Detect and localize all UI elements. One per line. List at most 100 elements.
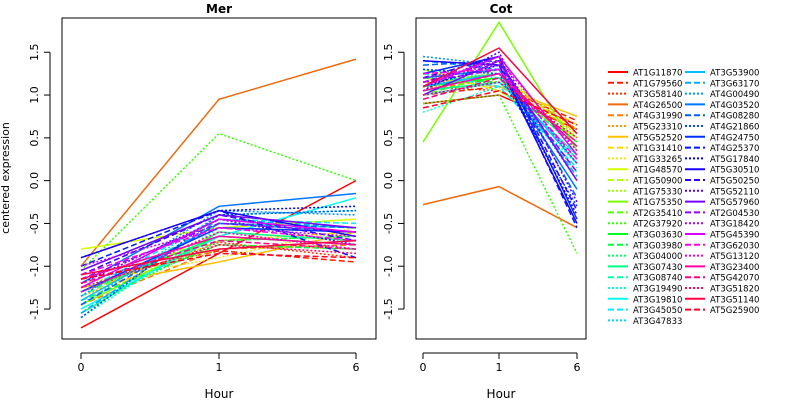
chart-title-cot: Cot [490, 2, 513, 16]
y-tick-label-cot: -0.5 [382, 213, 395, 234]
series-line-AT4G26500 [80, 58, 357, 267]
series-line-AT3G51140 [80, 239, 357, 276]
x-tick-label-cot: 6 [574, 361, 581, 374]
legend-label-AT5G52520: AT5G52520 [633, 133, 682, 143]
legend-label-AT3G19810: AT3G19810 [633, 295, 682, 305]
series-line-AT4G03520 [80, 192, 357, 285]
legend: AT1G11870AT1G79560AT3G58140AT4G26500AT4G… [608, 69, 759, 327]
legend-label-AT5G25900: AT5G25900 [710, 306, 759, 316]
y-tick-label-mer: -1.5 [28, 298, 41, 319]
legend-label-AT1G75330: AT1G75330 [633, 187, 682, 197]
series-line-AT5G42070 [80, 239, 357, 285]
legend-label-AT1G11870: AT1G11870 [633, 69, 682, 79]
legend-label-AT4G31990: AT4G31990 [633, 112, 682, 122]
panel-cot: Cot Hour -1.5 -1.0 -0.5 0.0 0.5 1.0 1.5 0 1 6 [382, 2, 587, 400]
legend-label-AT1G75350: AT1G75350 [633, 198, 682, 208]
legend-label-AT3G08740: AT3G08740 [633, 274, 682, 284]
x-tick-label-mer: 1 [216, 361, 223, 374]
series-line-AT3G07430 [80, 231, 357, 314]
legend-label-AT4G00490: AT4G00490 [710, 90, 759, 100]
legend-label-AT5G17840: AT5G17840 [710, 155, 759, 165]
legend-label-AT4G21860: AT4G21860 [710, 123, 759, 133]
series-group-cot [422, 20, 578, 254]
legend-label-AT3G19490: AT3G19490 [633, 285, 682, 295]
legend-label-AT1G48570: AT1G48570 [633, 166, 682, 176]
legend-label-AT5G52110: AT5G52110 [710, 187, 759, 197]
panel-mer: Mer Hour centered expression -1.5 -1.0 -0.… [0, 2, 377, 400]
series-line-AT5G57960 [80, 214, 357, 272]
legend-label-AT4G08280: AT4G08280 [710, 112, 759, 122]
legend-label-AT3G51140: AT3G51140 [710, 295, 759, 305]
legend-label-AT2G04530: AT2G04530 [710, 209, 759, 219]
x-axis-label-cot: Hour [487, 387, 516, 400]
series-line-AT5G25900 [422, 90, 578, 126]
legend-label-AT1G79560: AT1G79560 [633, 79, 682, 89]
legend-label-AT1G31410: AT1G31410 [633, 144, 682, 154]
y-axis-label: centered expression [0, 122, 12, 234]
legend-label-AT3G03630: AT3G03630 [633, 231, 682, 241]
series-line-AT4G26500 [422, 185, 578, 229]
y-tick-label-cot: 1.0 [382, 86, 395, 104]
x-tick-label-mer: 0 [78, 361, 85, 374]
legend-label-AT1G50900: AT1G50900 [633, 177, 682, 187]
legend-label-AT1G33265: AT1G33265 [633, 155, 682, 165]
y-tick-label-cot: 0.5 [382, 129, 395, 147]
legend-label-AT5G30510: AT5G30510 [710, 166, 759, 176]
x-tick-label-cot: 1 [496, 361, 503, 374]
legend-label-AT4G26500: AT4G26500 [633, 101, 682, 111]
legend-label-AT3G04000: AT3G04000 [633, 252, 682, 262]
series-line-AT5G42070 [422, 77, 578, 143]
series-line-AT2G37920 [80, 132, 357, 272]
series-line-AT2G37920 [422, 94, 578, 254]
legend-label-AT3G63170: AT3G63170 [710, 79, 759, 89]
legend-label-AT3G47833: AT3G47833 [633, 317, 682, 327]
series-line-AT3G08740 [422, 77, 578, 160]
y-tick-label-mer: -0.5 [28, 213, 41, 234]
legend-label-AT3G18420: AT3G18420 [710, 220, 759, 230]
series-line-AT3G47833 [422, 68, 578, 173]
y-tick-label-mer: 0.5 [28, 129, 41, 147]
series-line-AT3G62030 [80, 226, 357, 276]
series-line-AT3G23400 [80, 235, 357, 280]
x-tick-label-mer: 6 [353, 361, 360, 374]
series-line-AT1G31410 [80, 231, 357, 302]
legend-label-AT2G37920: AT2G37920 [633, 220, 682, 230]
series-group-mer [80, 58, 357, 329]
x-axis-label-mer: Hour [205, 387, 234, 400]
plot-frame-cot [415, 17, 587, 340]
legend-label-AT3G23400: AT3G23400 [710, 263, 759, 273]
series-line-AT5G57960 [422, 59, 578, 182]
series-line-AT5G52110 [422, 51, 578, 203]
legend-label-AT3G45050: AT3G45050 [633, 306, 682, 316]
series-line-AT3G51820 [422, 81, 578, 139]
series-line-AT5G50250 [80, 214, 357, 276]
plot-frame-mer [61, 17, 377, 340]
legend-label-AT3G03980: AT3G03980 [633, 241, 682, 251]
series-line-AT5G25900 [80, 252, 357, 280]
legend-label-AT4G25370: AT4G25370 [710, 144, 759, 154]
series-line-AT3G51820 [80, 244, 357, 289]
y-tick-label-cot: 0.0 [382, 172, 395, 190]
legend-label-AT3G07430: AT3G07430 [633, 263, 682, 273]
legend-label-AT5G23310: AT5G23310 [633, 123, 682, 133]
y-tick-label-mer: -1.0 [28, 256, 41, 277]
series-line-AT3G23400 [422, 72, 578, 147]
series-line-AT1G75330 [422, 68, 578, 139]
legend-label-AT5G13120: AT5G13120 [710, 252, 759, 262]
y-tick-label-mer: 0.0 [28, 172, 41, 190]
series-line-AT3G62030 [422, 68, 578, 160]
series-line-AT3G51140 [422, 47, 578, 135]
legend-label-AT4G24750: AT4G24750 [710, 133, 759, 143]
legend-label-AT5G57960: AT5G57960 [710, 198, 759, 208]
legend-label-AT3G53900: AT3G53900 [710, 69, 759, 79]
y-tick-label-cot: 1.5 [382, 43, 395, 61]
legend-label-AT5G50250: AT5G50250 [710, 177, 759, 187]
legend-label-AT3G51820: AT3G51820 [710, 285, 759, 295]
legend-label-AT3G62030: AT3G62030 [710, 241, 759, 251]
y-tick-label-mer: 1.0 [28, 86, 41, 104]
series-line-AT4G00490 [80, 209, 357, 297]
series-line-AT3G45050 [422, 72, 578, 169]
legend-label-AT5G45390: AT5G45390 [710, 231, 759, 241]
series-line-AT5G50250 [422, 55, 578, 211]
